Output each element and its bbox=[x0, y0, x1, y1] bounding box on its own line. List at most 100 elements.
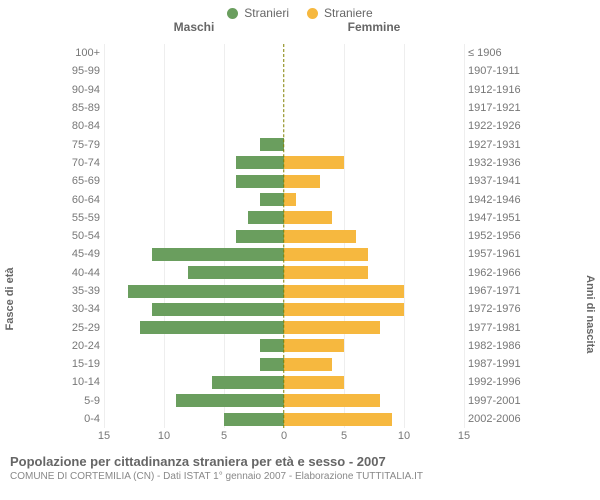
bar-area bbox=[104, 154, 464, 172]
x-tick: 15 bbox=[98, 430, 110, 442]
footer-title: Popolazione per cittadinanza straniera p… bbox=[10, 454, 590, 469]
age-label: 15-19 bbox=[60, 358, 104, 370]
bar-half-male bbox=[104, 154, 284, 172]
birth-year-label: 1907-1911 bbox=[464, 65, 528, 77]
bar-half-female bbox=[284, 264, 464, 282]
age-row: 55-591947-1951 bbox=[60, 209, 528, 227]
bar-female bbox=[284, 394, 380, 407]
bar-area bbox=[104, 245, 464, 263]
legend-swatch-male bbox=[227, 8, 238, 19]
age-label: 100+ bbox=[60, 47, 104, 59]
x-tick: 10 bbox=[398, 430, 410, 442]
age-label: 5-9 bbox=[60, 395, 104, 407]
birth-year-label: 2002-2006 bbox=[464, 413, 528, 425]
x-tick: 5 bbox=[221, 430, 227, 442]
age-row: 90-94 1912-1916 bbox=[60, 81, 528, 99]
bar-female bbox=[284, 193, 296, 206]
bar-half-female bbox=[284, 44, 464, 62]
legend-item-female: Straniere bbox=[307, 6, 373, 20]
population-pyramid-chart: Stranieri Straniere Maschi Femmine Fasce… bbox=[0, 0, 600, 500]
bar-half-female bbox=[284, 81, 464, 99]
birth-year-label: 1922-1926 bbox=[464, 120, 528, 132]
bar-half-female bbox=[284, 227, 464, 245]
bar-area bbox=[104, 300, 464, 318]
bar-half-female bbox=[284, 99, 464, 117]
bar-male bbox=[236, 175, 284, 188]
legend-label-male: Stranieri bbox=[244, 6, 289, 20]
bar-female bbox=[284, 303, 404, 316]
age-row: 80-841922-1926 bbox=[60, 117, 528, 135]
bar-half-female bbox=[284, 190, 464, 208]
bar-male bbox=[152, 303, 284, 316]
birth-year-label: 1972-1976 bbox=[464, 303, 528, 315]
bar-area bbox=[104, 44, 464, 62]
birth-year-label: 1927-1931 bbox=[464, 139, 528, 151]
bar-half-male bbox=[104, 392, 284, 410]
bar-area bbox=[104, 81, 464, 99]
age-label: 45-49 bbox=[60, 248, 104, 260]
age-row: 45-49 1957-1961 bbox=[60, 245, 528, 263]
age-label: 75-79 bbox=[60, 139, 104, 151]
bar-half-male bbox=[104, 300, 284, 318]
bar-area bbox=[104, 172, 464, 190]
bar-half-male bbox=[104, 209, 284, 227]
bar-half-male bbox=[104, 245, 284, 263]
age-label: 90-94 bbox=[60, 84, 104, 96]
legend: Stranieri Straniere bbox=[0, 0, 600, 20]
age-row: 95-991907-1911 bbox=[60, 62, 528, 80]
bar-female bbox=[284, 376, 344, 389]
bar-female bbox=[284, 413, 392, 426]
birth-year-label: 1937-1941 bbox=[464, 175, 528, 187]
age-label: 35-39 bbox=[60, 285, 104, 297]
age-row: 20-24 1982-1986 bbox=[60, 337, 528, 355]
bar-half-male bbox=[104, 172, 284, 190]
bar-male bbox=[140, 321, 284, 334]
yaxis-right-title: Anni di nascita bbox=[584, 275, 596, 353]
age-label: 55-59 bbox=[60, 212, 104, 224]
age-label: 60-64 bbox=[60, 194, 104, 206]
bar-area bbox=[104, 410, 464, 428]
bar-male bbox=[176, 394, 284, 407]
age-label: 65-69 bbox=[60, 175, 104, 187]
x-tick: 10 bbox=[158, 430, 170, 442]
bar-half-female bbox=[284, 245, 464, 263]
birth-year-label: 1982-1986 bbox=[464, 340, 528, 352]
age-label: 20-24 bbox=[60, 340, 104, 352]
bar-half-female bbox=[284, 135, 464, 153]
bar-half-male bbox=[104, 282, 284, 300]
bar-male bbox=[224, 413, 284, 426]
bar-half-female bbox=[284, 62, 464, 80]
bar-area bbox=[104, 355, 464, 373]
bar-half-female bbox=[284, 318, 464, 336]
age-label: 10-14 bbox=[60, 376, 104, 388]
rows: 100+≤ 190695-991907-191190-941912-191685… bbox=[60, 44, 528, 428]
bar-half-female bbox=[284, 337, 464, 355]
bar-male bbox=[260, 193, 284, 206]
yaxis-left-title: Fasce di età bbox=[4, 268, 16, 331]
bar-half-female bbox=[284, 300, 464, 318]
header-female: Femmine bbox=[284, 20, 464, 34]
age-row: 70-741932-1936 bbox=[60, 154, 528, 172]
age-label: 70-74 bbox=[60, 157, 104, 169]
bar-half-female bbox=[284, 410, 464, 428]
age-row: 25-291977-1981 bbox=[60, 318, 528, 336]
bar-male bbox=[260, 339, 284, 352]
birth-year-label: 1997-2001 bbox=[464, 395, 528, 407]
age-row: 75-79 1927-1931 bbox=[60, 135, 528, 153]
bar-male bbox=[212, 376, 284, 389]
bar-female bbox=[284, 230, 356, 243]
birth-year-label: 1992-1996 bbox=[464, 376, 528, 388]
x-tick: 0 bbox=[281, 430, 287, 442]
bar-male bbox=[260, 138, 284, 151]
bar-male bbox=[248, 211, 284, 224]
plot-area: Fasce di età Anni di nascita 100+≤ 19069… bbox=[0, 44, 600, 428]
bar-half-male bbox=[104, 227, 284, 245]
x-axis: 15105051015 bbox=[104, 430, 464, 448]
birth-year-label: 1912-1916 bbox=[464, 84, 528, 96]
age-label: 85-89 bbox=[60, 102, 104, 114]
bar-half-male bbox=[104, 337, 284, 355]
bar-half-male bbox=[104, 99, 284, 117]
bar-half-female bbox=[284, 392, 464, 410]
birth-year-label: 1957-1961 bbox=[464, 248, 528, 260]
legend-item-male: Stranieri bbox=[227, 6, 289, 20]
